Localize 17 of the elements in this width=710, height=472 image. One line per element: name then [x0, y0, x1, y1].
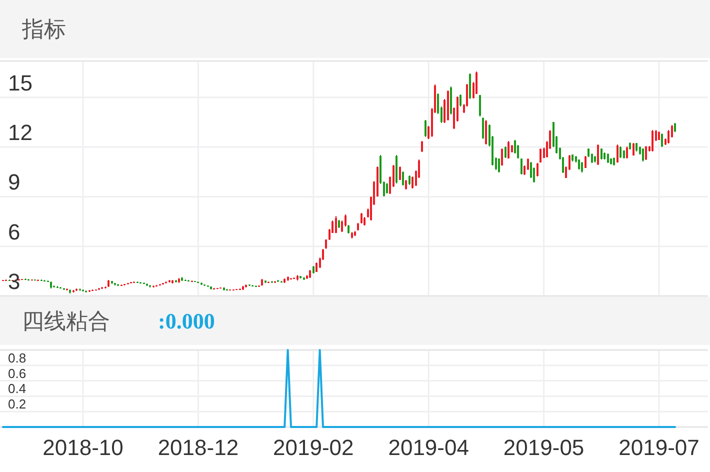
x-tick-label: 2019-04: [388, 435, 469, 460]
x-tick-label: 2018-12: [158, 435, 239, 460]
y-tick-label: 9: [8, 170, 20, 195]
y-tick-label: 0.8: [8, 350, 26, 366]
text: :0.000: [158, 308, 215, 334]
y-tick-label: 0.2: [8, 396, 26, 412]
x-tick-label: 2018-10: [42, 435, 124, 460]
chart-title: 四线粘合: [22, 308, 110, 334]
x-tick-label: 2019-07: [618, 435, 700, 460]
y-tick-label: 0.4: [8, 381, 26, 396]
y-tick-label: 12: [8, 120, 32, 146]
y-tick-label: 6: [8, 219, 20, 244]
y-tick-label: 15: [8, 70, 32, 96]
x-tick-label: 2019-02: [273, 435, 354, 460]
y-tick-label: 0.6: [8, 366, 26, 381]
chart-title: 指标: [21, 16, 66, 42]
x-tick-label: 2019-05: [503, 435, 584, 460]
